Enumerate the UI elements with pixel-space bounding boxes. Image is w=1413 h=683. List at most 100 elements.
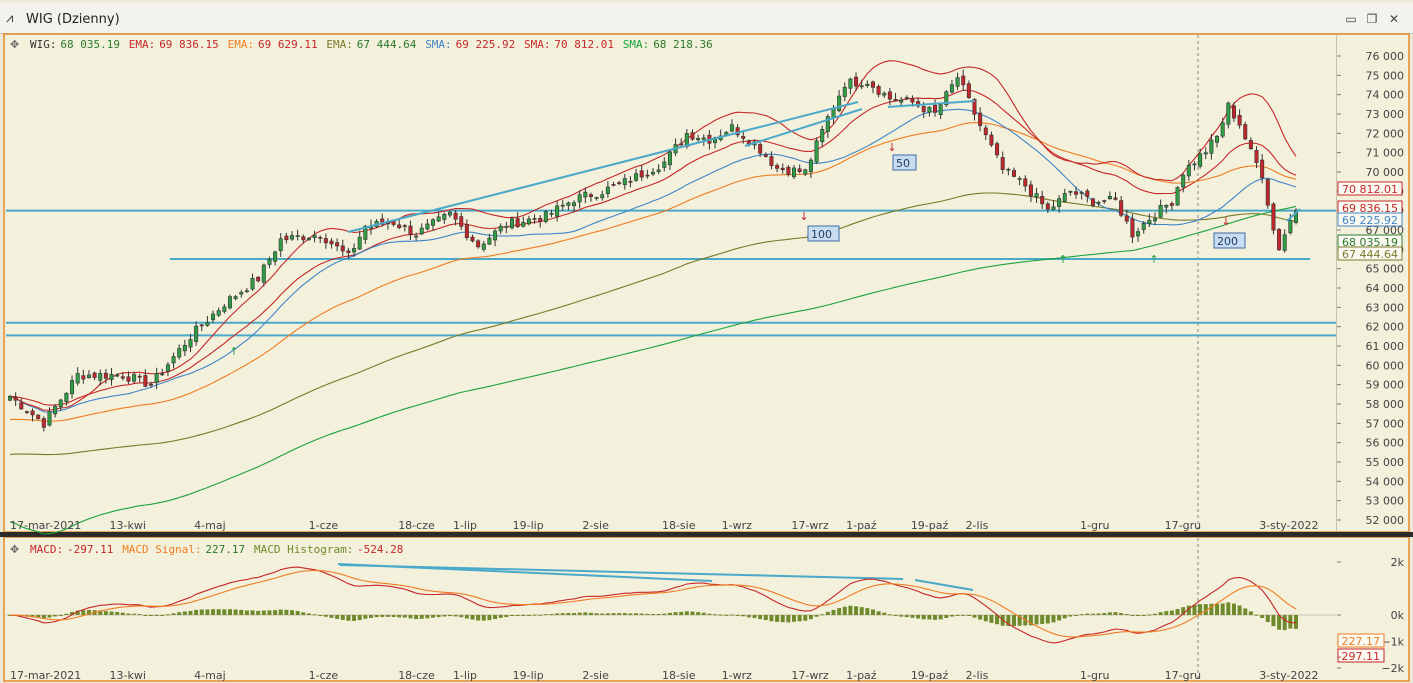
candle[interactable] [1074,191,1079,195]
candle[interactable] [306,237,311,240]
candle[interactable] [408,225,413,235]
candle[interactable] [865,83,870,86]
candle[interactable] [1209,139,1214,154]
candle[interactable] [1215,135,1220,143]
candle[interactable] [696,138,701,141]
candle[interactable] [1034,193,1039,198]
candle[interactable] [267,258,272,265]
candle[interactable] [188,339,193,348]
candle[interactable] [978,112,983,126]
candle[interactable] [1096,201,1101,204]
candle[interactable] [622,178,627,186]
candle[interactable] [1294,210,1299,223]
candle[interactable] [1254,150,1259,163]
candle[interactable] [899,99,904,103]
candle[interactable] [1102,200,1107,202]
candle[interactable] [605,186,610,194]
minimize-icon[interactable]: ▭ [1345,12,1357,26]
candle[interactable] [983,127,988,136]
candle[interactable] [1062,193,1067,202]
candle[interactable] [1181,174,1186,188]
candle[interactable] [70,380,75,395]
candle[interactable] [831,108,836,118]
trendline[interactable] [1286,208,1301,222]
candle[interactable] [532,218,537,220]
candle[interactable] [346,250,351,253]
candle[interactable] [656,169,661,173]
candle[interactable] [30,410,35,416]
candle[interactable] [1203,152,1208,155]
candle[interactable] [498,225,503,232]
candle[interactable] [538,218,543,222]
candle[interactable] [1023,178,1028,187]
candle[interactable] [662,161,667,168]
candle[interactable] [1119,200,1124,216]
candle[interactable] [887,91,892,100]
candle[interactable] [160,373,165,376]
trendline[interactable] [744,108,863,147]
candle[interactable] [966,83,971,99]
candle[interactable] [555,205,560,217]
candle[interactable] [1237,115,1242,126]
candle[interactable] [81,375,86,380]
candle[interactable] [295,235,300,238]
candle[interactable] [284,235,289,241]
candle[interactable] [402,225,407,227]
candle[interactable] [459,216,464,227]
candle[interactable] [1248,140,1253,150]
candle[interactable] [216,310,221,316]
candle[interactable] [397,224,402,229]
candle[interactable] [64,392,69,402]
candle[interactable] [250,278,255,290]
candle[interactable] [1113,197,1118,200]
candle[interactable] [961,75,966,86]
candle[interactable] [425,223,430,230]
candle[interactable] [1277,229,1282,251]
candle[interactable] [1152,218,1157,222]
candle[interactable] [650,171,655,175]
candle[interactable] [594,197,599,199]
candle[interactable] [103,372,108,379]
candle[interactable] [442,213,447,220]
candle[interactable] [577,194,582,203]
candle[interactable] [634,173,639,181]
candle[interactable] [199,324,204,327]
candle[interactable] [493,230,498,241]
candle[interactable] [1079,192,1084,194]
candle[interactable] [256,276,261,282]
candle[interactable] [639,170,644,178]
candle[interactable] [13,397,18,401]
candle[interactable] [318,237,323,239]
candle[interactable] [36,414,41,420]
candle[interactable] [1158,204,1163,218]
candle[interactable] [904,97,909,99]
candle[interactable] [1186,164,1191,177]
candle[interactable] [645,174,650,177]
candle[interactable] [803,169,808,175]
candle[interactable] [273,251,278,262]
candle[interactable] [476,240,481,248]
candle[interactable] [1164,204,1169,208]
candle[interactable] [1017,178,1022,180]
candle[interactable] [921,106,926,113]
candle[interactable] [504,226,509,228]
candle[interactable] [769,156,774,166]
panel-splitter[interactable] [0,532,1413,537]
candle[interactable] [515,218,520,228]
candle[interactable] [690,132,695,140]
candle[interactable] [837,95,842,112]
candle[interactable] [154,373,159,383]
macd-trendline[interactable] [914,579,974,591]
close-icon[interactable]: ✕ [1388,12,1400,26]
move-handle-icon[interactable]: ✥ [10,543,19,556]
candle[interactable] [927,106,932,113]
candle[interactable] [453,212,458,220]
candle[interactable] [560,204,565,207]
candle[interactable] [19,402,24,410]
candle[interactable] [775,165,780,169]
candle[interactable] [1260,159,1265,179]
candle[interactable] [290,235,295,240]
candle[interactable] [611,184,616,186]
restore-icon[interactable]: ❐ [1366,12,1378,26]
candle[interactable] [1198,153,1203,167]
